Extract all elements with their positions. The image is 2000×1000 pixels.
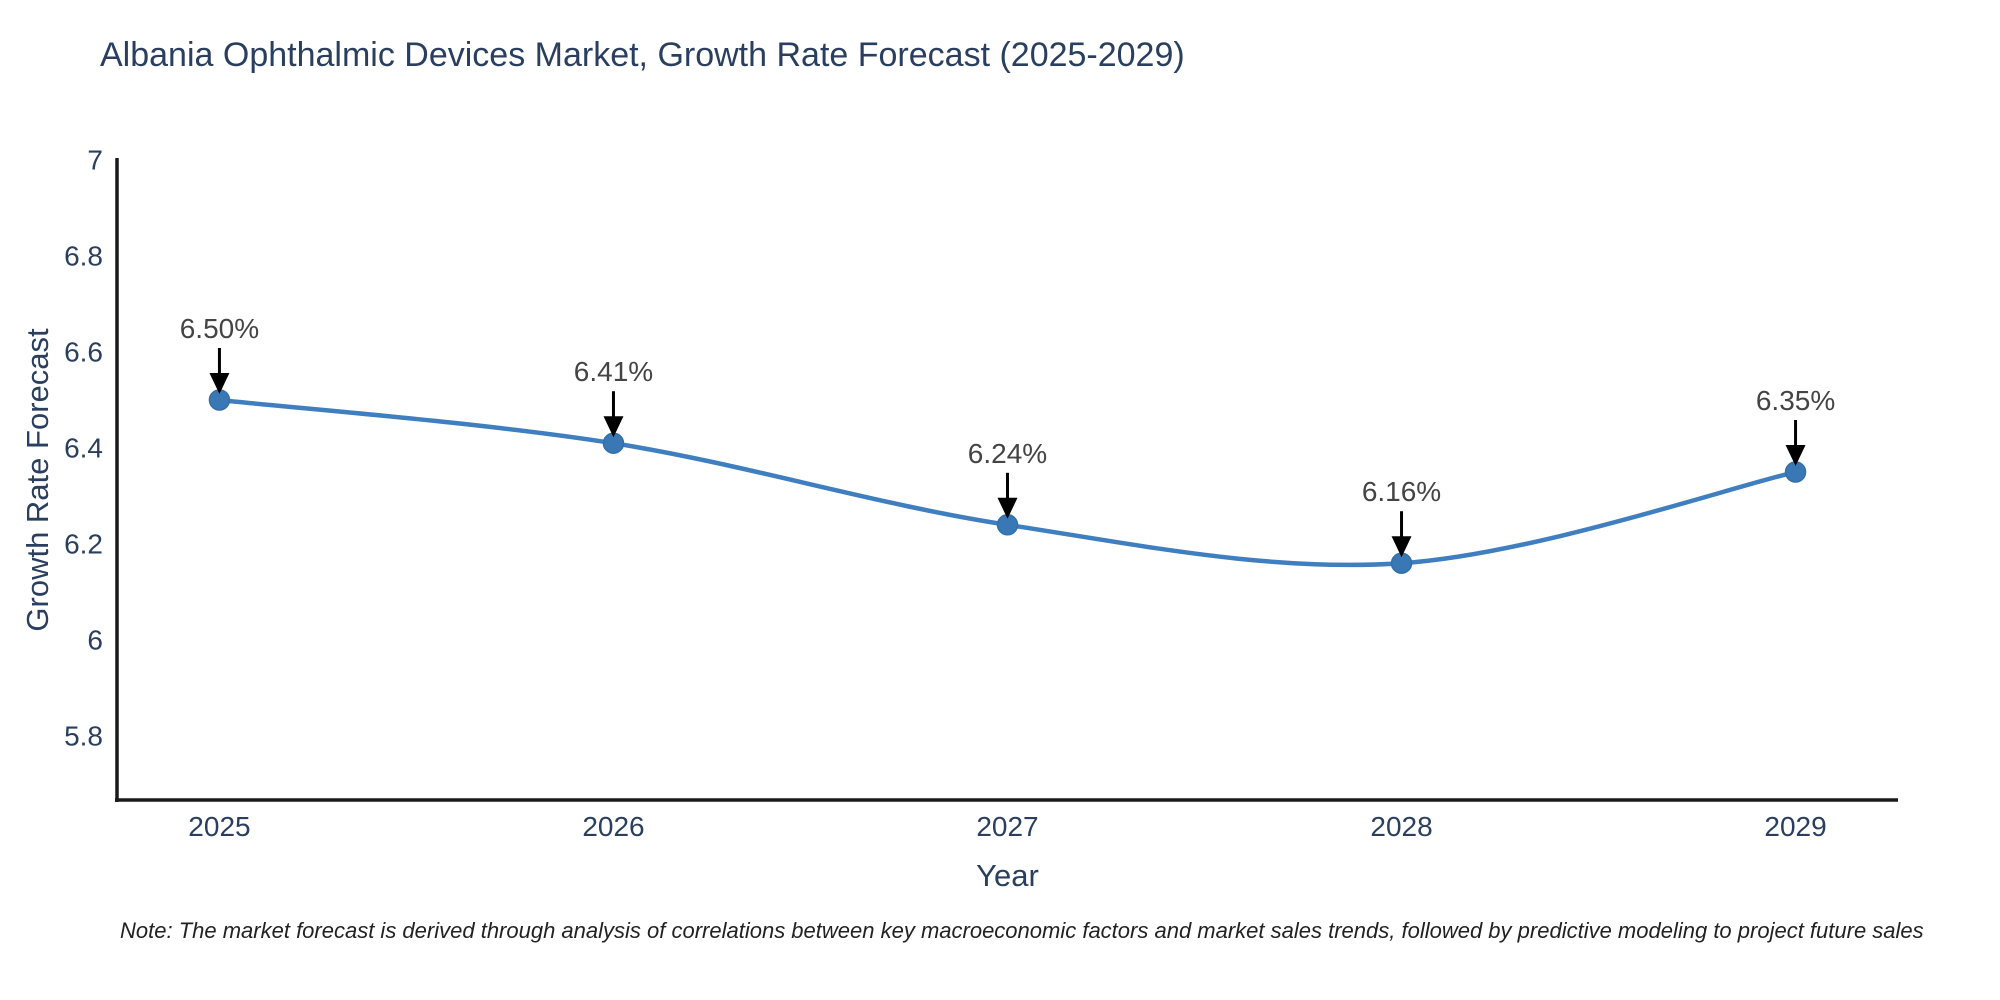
y-tick-label: 6.4 [64,433,103,464]
annotation-arrowhead-icon [1785,445,1806,467]
chart-title: Albania Ophthalmic Devices Market, Growt… [100,36,1185,74]
annotation-label: 6.24% [968,438,1047,469]
footnote: Note: The market forecast is derived thr… [120,918,1924,943]
y-tick-label: 6.8 [64,241,103,272]
y-tick-label: 6.2 [64,529,103,560]
x-tick-label: 2026 [582,811,644,842]
annotation-arrowhead-icon [1391,536,1412,558]
y-tick-label: 6 [87,625,103,656]
annotation-arrowhead-icon [209,373,230,395]
x-tick-label: 2027 [976,811,1038,842]
y-tick-label: 7 [87,145,103,176]
x-tick-label: 2028 [1370,811,1432,842]
annotation-label: 6.35% [1756,385,1835,416]
annotation-arrowhead-icon [997,497,1018,519]
y-tick-label: 5.8 [64,721,103,752]
annotation-label: 6.41% [574,356,653,387]
x-tick-label: 2029 [1764,811,1826,842]
y-tick-label: 6.6 [64,337,103,368]
x-axis-title: Year [976,858,1039,893]
annotation-label: 6.50% [180,313,259,344]
x-tick-label: 2025 [188,811,250,842]
annotation-label: 6.16% [1362,476,1441,507]
annotation-arrowhead-icon [603,416,624,438]
